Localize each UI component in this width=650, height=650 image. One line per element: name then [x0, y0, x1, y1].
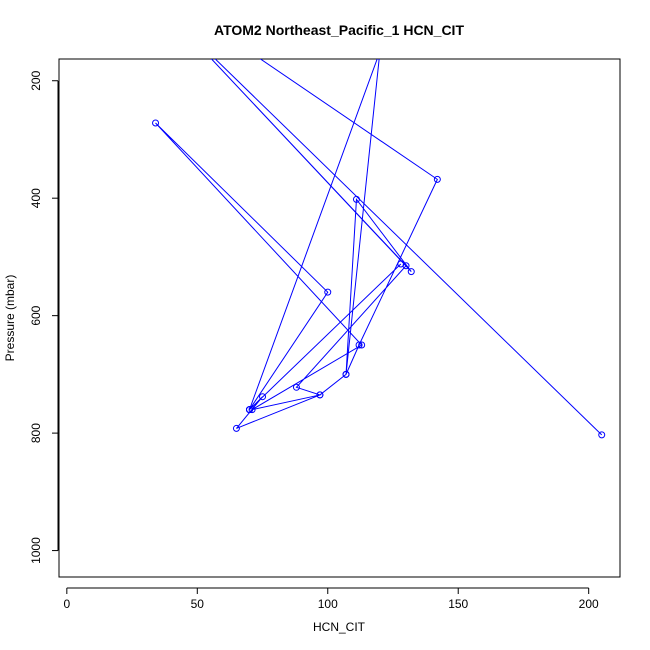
y-tick-label: 1000 [29, 537, 43, 564]
data-point [397, 260, 405, 268]
x-tick-label: 150 [448, 597, 468, 611]
y-axis-label: Pressure (mbar) [3, 275, 17, 362]
series-layer [152, 59, 606, 439]
y-axis: 200 400 600 800 1000 [29, 70, 59, 564]
x-axis: 0 50 100 150 200 [63, 587, 599, 611]
data-point [598, 431, 606, 439]
data-point [358, 341, 366, 349]
data-point [355, 341, 363, 349]
data-point [232, 424, 240, 432]
data-point [292, 383, 300, 391]
y-tick-label: 200 [29, 70, 43, 90]
x-tick-label: 50 [191, 597, 205, 611]
chart-title: ATOM2 Northeast_Pacific_1 HCN_CIT [214, 22, 464, 38]
y-tick-label: 800 [29, 423, 43, 443]
data-point [248, 406, 256, 414]
y-tick-label: 400 [29, 188, 43, 208]
data-point [316, 391, 324, 399]
data-point [259, 393, 267, 401]
y-tick-label: 600 [29, 305, 43, 325]
data-point [342, 370, 350, 378]
data-point [407, 268, 415, 276]
data-point [324, 288, 332, 296]
data-point [152, 119, 160, 127]
data-point [245, 406, 253, 414]
data-point [433, 175, 441, 183]
x-tick-label: 200 [579, 597, 599, 611]
x-axis-label: HCN_CIT [313, 620, 366, 634]
x-tick-label: 100 [318, 597, 338, 611]
plot-frame [58, 58, 621, 578]
x-tick-label: 0 [63, 597, 70, 611]
series-line [155, 59, 603, 436]
data-point [352, 195, 360, 203]
